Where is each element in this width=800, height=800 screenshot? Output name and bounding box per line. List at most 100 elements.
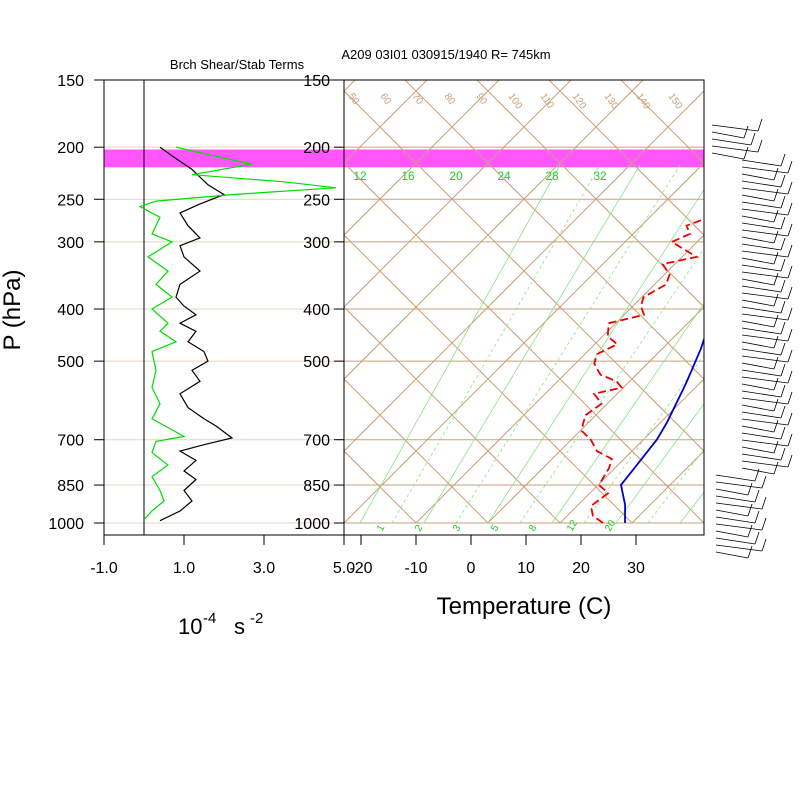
wind-barb bbox=[741, 334, 789, 342]
dry-adiabat-line bbox=[0, 0, 200, 523]
wind-barb bbox=[715, 502, 763, 510]
theta-label: 100 bbox=[506, 91, 525, 111]
mixing-ratio-line bbox=[519, 247, 704, 524]
shear-x-tick-label: 5.0 bbox=[333, 560, 355, 577]
wind-barb-flag bbox=[787, 223, 793, 237]
wind-barb bbox=[715, 537, 756, 545]
dry-adiabat-line bbox=[344, 234, 633, 524]
wind-barb-flag bbox=[780, 153, 786, 167]
skew-t-grid: 50 60 70 80 90 100 110 120 130 140 150 bbox=[0, 0, 704, 524]
wind-barb bbox=[741, 180, 782, 188]
shear-x-tick-label: 1.0 bbox=[173, 560, 195, 577]
wind-barb-flag bbox=[754, 510, 760, 524]
pressure-tick-label-left: 850 bbox=[57, 478, 84, 495]
wind-barb-flag bbox=[747, 545, 753, 559]
dry-adiabat-line bbox=[548, 80, 704, 236]
pressure-tick-label-right: 500 bbox=[303, 354, 330, 371]
wind-barb-flag bbox=[773, 335, 779, 349]
wind-barb bbox=[715, 509, 749, 517]
wind-barb-flag bbox=[773, 230, 779, 244]
mixing-ratio-line bbox=[391, 164, 601, 524]
pressure-tick-label-right: 700 bbox=[303, 433, 330, 450]
pressure-tick-label-right: 250 bbox=[303, 192, 330, 209]
dry-adiabat-line bbox=[0, 0, 56, 523]
dry-adiabat-line bbox=[344, 522, 345, 523]
isotherm-line bbox=[487, 306, 704, 524]
wind-barb bbox=[711, 145, 759, 153]
wind-barbs bbox=[711, 118, 793, 559]
pressure-tick-label-left: 700 bbox=[57, 433, 84, 450]
wind-barb-flag bbox=[780, 321, 786, 335]
wind-barb bbox=[741, 460, 789, 468]
mixing-ratio-label-lower: 3 bbox=[451, 523, 464, 534]
wind-barb bbox=[741, 418, 789, 426]
wind-barb-flag bbox=[747, 503, 753, 517]
wind-barb-flag bbox=[761, 538, 767, 552]
shear-x-ticks: -1.0 1.0 3.0 5.0 bbox=[90, 535, 355, 577]
mixing-ratio-line bbox=[455, 164, 681, 524]
wind-barb-flag bbox=[780, 279, 786, 293]
shear-x-unit-label: 10 -4 s -2 bbox=[178, 610, 263, 639]
mixing-ratio-line bbox=[359, 164, 561, 524]
isotherm-line bbox=[415, 234, 704, 524]
theta-label: 110 bbox=[538, 91, 556, 111]
wind-barb-flag bbox=[787, 307, 793, 321]
wind-barb-flag bbox=[773, 314, 779, 328]
theta-label: 150 bbox=[666, 91, 685, 111]
wind-barb-flag bbox=[780, 300, 786, 314]
wind-barb-flag bbox=[780, 195, 786, 209]
shear-unit-base: 10 bbox=[178, 614, 202, 639]
temperature-x-tick-label: -20 bbox=[349, 560, 372, 577]
wind-barb-flag bbox=[761, 475, 767, 489]
right-panel-title: A209 03I01 030915/1940 R= 745km bbox=[341, 47, 550, 62]
mixing-ratio-label: 16 bbox=[401, 169, 415, 183]
wind-barb-flag bbox=[761, 496, 767, 510]
mixing-ratio-label-lower: 12 bbox=[565, 518, 580, 534]
wind-barb-flag bbox=[761, 517, 767, 531]
mixing-ratio-label: 24 bbox=[497, 169, 511, 183]
theta-label: 70 bbox=[410, 91, 426, 107]
wind-barb bbox=[741, 201, 782, 209]
pressure-tick-label-right: 1000 bbox=[294, 516, 330, 533]
mixing-ratio-line bbox=[615, 402, 704, 524]
wind-barb bbox=[741, 250, 789, 258]
pressure-tick-label-left: 500 bbox=[57, 354, 84, 371]
mixing-ratio-label-lower: 5 bbox=[489, 523, 502, 534]
wind-barb-flag bbox=[743, 146, 749, 160]
dewpoint-line bbox=[581, 218, 704, 524]
pressure-tick-label-right: 400 bbox=[303, 302, 330, 319]
dry-adiabat-line bbox=[0, 0, 272, 523]
theta-label: 80 bbox=[442, 91, 458, 107]
wind-barb bbox=[741, 236, 775, 244]
wind-barb-flag bbox=[754, 489, 760, 503]
wind-barb-flag bbox=[787, 244, 793, 258]
wind-barb-flag bbox=[780, 216, 786, 230]
pressure-tick-label-right: 850 bbox=[303, 478, 330, 495]
wind-barb-flag bbox=[747, 482, 753, 496]
wind-barb-flag bbox=[754, 531, 760, 545]
highlight-band-rect bbox=[104, 149, 704, 168]
wind-barb-flag bbox=[773, 440, 779, 454]
isotherm-line bbox=[344, 80, 428, 164]
isotherm-line bbox=[0, 0, 224, 523]
wind-barb-flag bbox=[773, 398, 779, 412]
wind-barb bbox=[741, 432, 782, 440]
wind-barb bbox=[741, 341, 775, 349]
dry-adiabat-line bbox=[476, 80, 704, 308]
wind-barb bbox=[741, 208, 789, 216]
wind-barb bbox=[715, 516, 756, 524]
pressure-tick-label-right: 200 bbox=[303, 140, 330, 157]
temperature-axis-label: Temperature (C) bbox=[437, 593, 612, 620]
wind-barb bbox=[741, 278, 775, 286]
wind-barb-flag bbox=[773, 461, 779, 475]
wind-barb-flag bbox=[787, 391, 793, 405]
wind-barb-flag bbox=[787, 454, 793, 468]
theta-label: 60 bbox=[378, 91, 394, 107]
wind-barb-flag bbox=[773, 251, 779, 265]
wind-barb-flag bbox=[757, 139, 763, 153]
pressure-ticks-right: 150 200 250 300 400 500 700 850 1000 bbox=[294, 73, 344, 533]
wind-barb bbox=[741, 439, 789, 447]
wind-barb-flag bbox=[787, 202, 793, 216]
dry-adiabat-line bbox=[344, 306, 561, 524]
wind-barb-flag bbox=[787, 328, 793, 342]
